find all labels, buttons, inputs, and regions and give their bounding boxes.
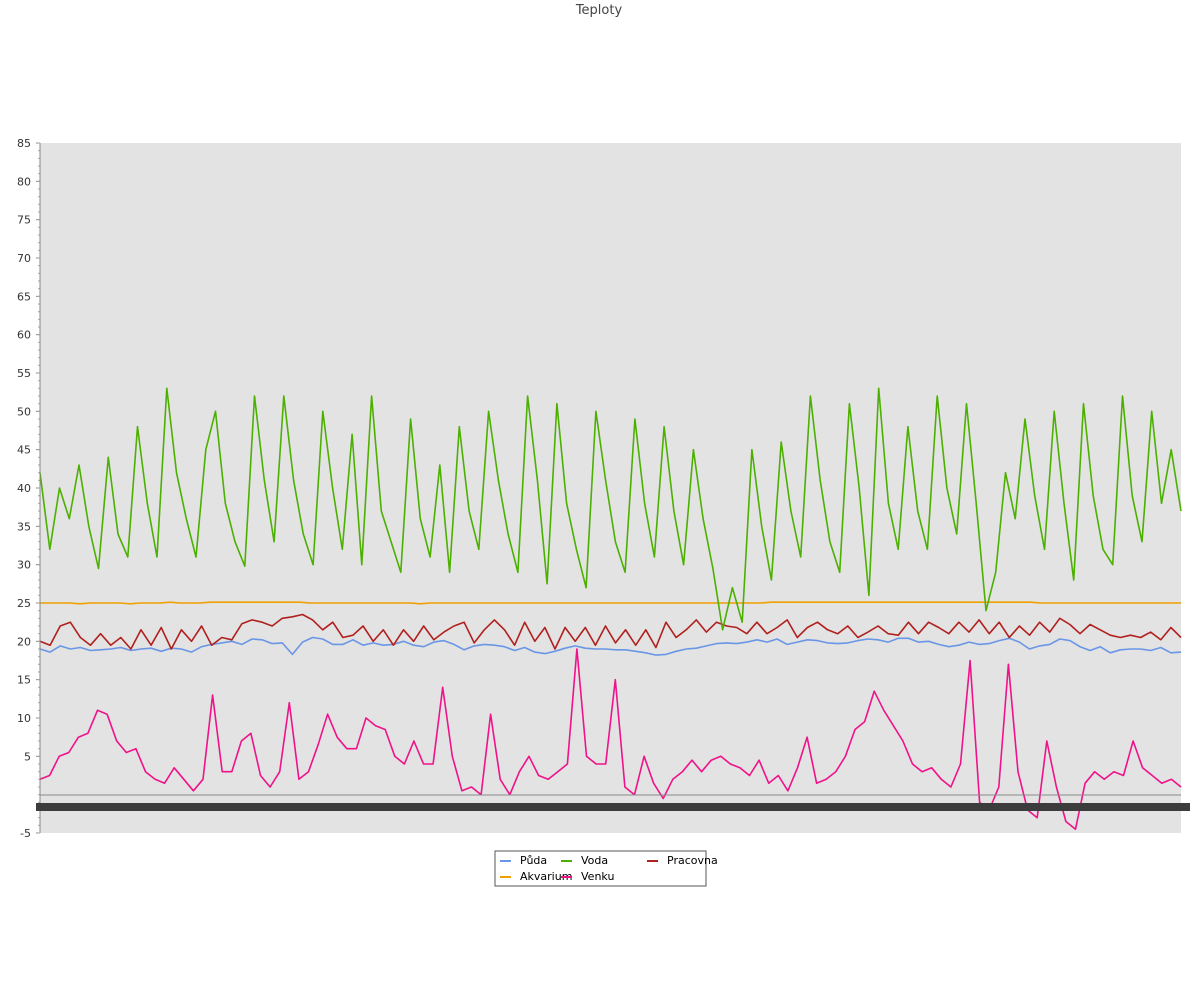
y-tick-label: 55 <box>17 367 31 380</box>
y-tick-label: 65 <box>17 290 31 303</box>
series-line-akvarium <box>40 601 1181 605</box>
y-tick-label: 35 <box>17 520 31 533</box>
legend-label: Půda <box>520 854 547 867</box>
legend-label: Voda <box>581 854 608 867</box>
y-tick-label: 20 <box>17 635 31 648</box>
y-tick-label: 30 <box>17 559 31 572</box>
y-axis: -5 5 10 15 20 25 30 35 40 45 50 55 60 65 70 75 80 85 <box>17 137 40 840</box>
series-line-puda <box>39 636 1182 656</box>
series-layer <box>39 387 1182 831</box>
y-tick-label: 15 <box>17 674 31 687</box>
chart-title: Teploty <box>575 3 623 18</box>
y-tick-label: 40 <box>17 482 31 495</box>
legend-label: Venku <box>581 870 614 883</box>
y-tick-label: 5 <box>24 750 31 763</box>
y-tick-label: 75 <box>17 214 31 227</box>
legend-label: Akvarium <box>520 870 572 883</box>
y-tick-label: 80 <box>17 175 31 188</box>
y-tick-label: 60 <box>17 329 31 342</box>
y-tick-label: 45 <box>17 444 31 457</box>
y-tick-label: 70 <box>17 252 31 265</box>
y-tick-label: 50 <box>17 405 31 418</box>
legend-label: Pracovna <box>667 854 718 867</box>
series-line-pracovna <box>39 613 1182 650</box>
y-tick-label: 10 <box>17 712 31 725</box>
y-tick-label: -5 <box>20 827 31 840</box>
y-tick-label: 85 <box>17 137 31 150</box>
plot-area <box>40 143 1181 833</box>
y-tick-label: 25 <box>17 597 31 610</box>
legend-box <box>494 850 707 887</box>
legend: Půda Voda Pracovna Akvarium Venku <box>494 850 718 887</box>
series-line-voda <box>39 387 1182 631</box>
